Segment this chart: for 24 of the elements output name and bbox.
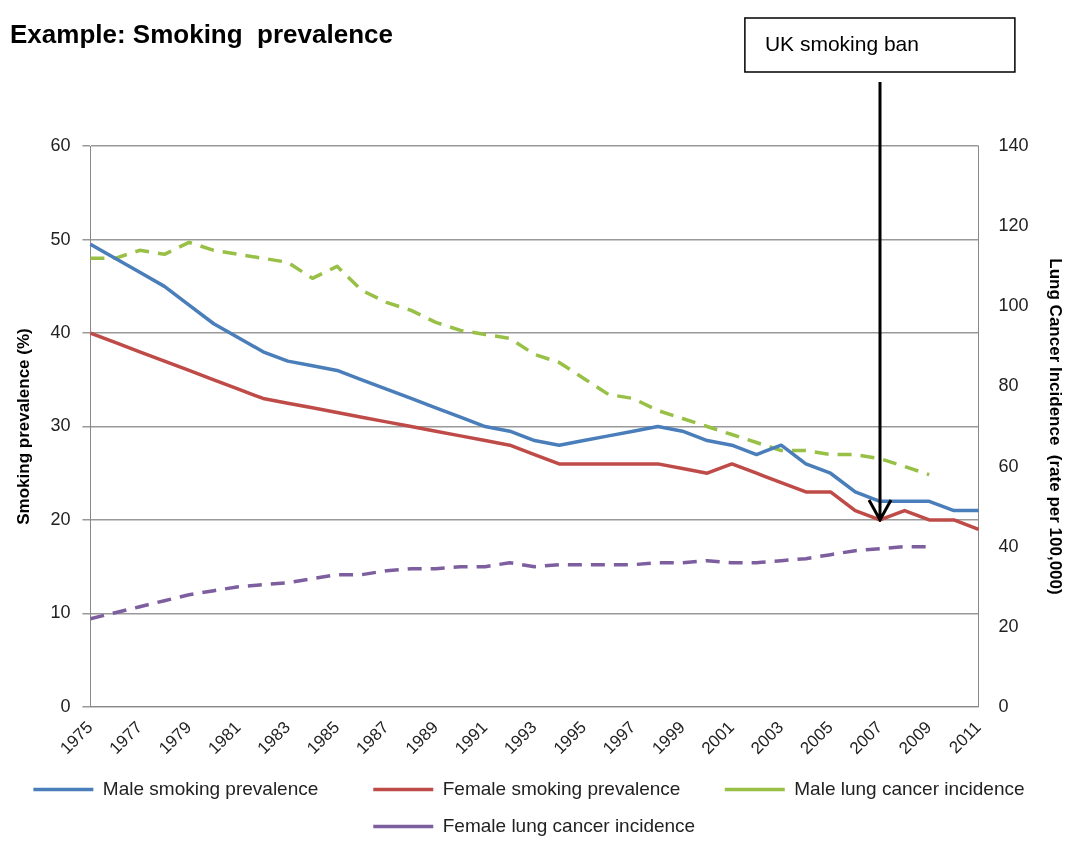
y2-tick-label: 100	[998, 295, 1029, 316]
legend-label: Female lung cancer incidence	[442, 814, 706, 836]
annotation: UK smoking ban	[764, 31, 919, 55]
y-tick-label: 60	[50, 135, 71, 156]
y2-tick-label: 60	[998, 455, 1019, 476]
y-tick-label: 50	[50, 228, 71, 249]
legend-label: Male lung cancer incidence	[794, 777, 1046, 799]
y-tick-label: 10	[50, 602, 71, 623]
y-tick-label: 30	[50, 415, 71, 436]
y2-tick-label: 20	[998, 615, 1019, 636]
y-tick-label: 40	[50, 322, 71, 343]
chart-title: Example: Smoking prevalence	[10, 18, 393, 49]
legend-label: Female smoking prevalence	[442, 777, 707, 799]
y-tick-label: 20	[50, 508, 71, 529]
legend-label: Male smoking prevalence	[102, 777, 356, 799]
y2-tick-label: 40	[998, 535, 1019, 556]
y-tick-label: 0	[60, 695, 71, 716]
y2-tick-label: 120	[998, 215, 1029, 236]
line-series	[88, 240, 931, 477]
y2-axis-title: Lung Cancer Incidence (rate per 100,000)	[1046, 258, 1066, 595]
y2-tick-label: 80	[998, 375, 1019, 396]
y-axis-title: Smoking prevalence (%)	[13, 328, 33, 525]
y2-tick-label: 0	[998, 695, 1009, 716]
y2-tick-label: 140	[998, 135, 1029, 156]
